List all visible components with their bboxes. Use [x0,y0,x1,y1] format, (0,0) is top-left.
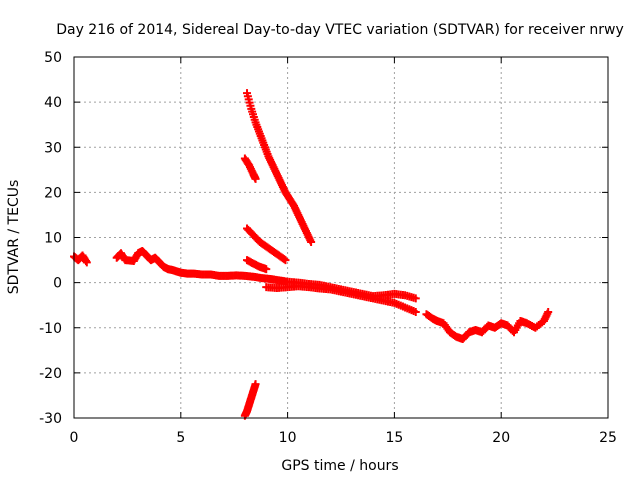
series-short-arc [240,154,260,183]
series-small-arc [243,256,271,274]
x-axis-label: GPS time / hours [281,458,398,474]
grid-lines [74,57,608,418]
y-tick-label: 50 [44,50,62,66]
series-middle-arc [243,224,290,265]
series-upper-arc [243,89,316,247]
x-tick-label: 0 [70,430,79,446]
data-point [251,174,260,183]
x-tick-label: 25 [599,430,617,446]
y-tick-label: -10 [39,321,62,337]
data-point [411,294,420,303]
y-axis-label: SDTVAR / TECUs [6,180,22,295]
series-bottom-arc [240,380,260,420]
y-tick-label: 10 [44,231,62,247]
y-tick-label: 30 [44,140,62,156]
data-point [82,258,91,267]
x-tick-label: 15 [385,430,403,446]
data-point [281,256,290,265]
x-tick-label: 20 [492,430,510,446]
y-tick-label: 0 [53,276,62,292]
data-point [307,238,316,247]
data-point [544,307,553,316]
x-tick-label: 5 [176,430,185,446]
y-tick-label: -20 [39,366,62,382]
data-point [251,380,260,389]
y-tick-label: -30 [39,411,62,427]
y-tick-label: 20 [44,185,62,201]
data-point [262,265,271,274]
series-lower-branch [262,282,420,316]
series-late-cluster [422,307,553,344]
data-point [411,307,420,316]
chart-title: Day 216 of 2014, Sidereal Day-to-day VTE… [56,22,624,38]
plot-frame [73,56,609,419]
x-tick-label: 10 [279,430,297,446]
y-tick-label: 40 [44,95,62,111]
data-points [70,89,553,420]
axis-ticks: 0 5 10 15 20 25 -30 -20 -10 0 10 20 30 40 50 [39,50,617,446]
